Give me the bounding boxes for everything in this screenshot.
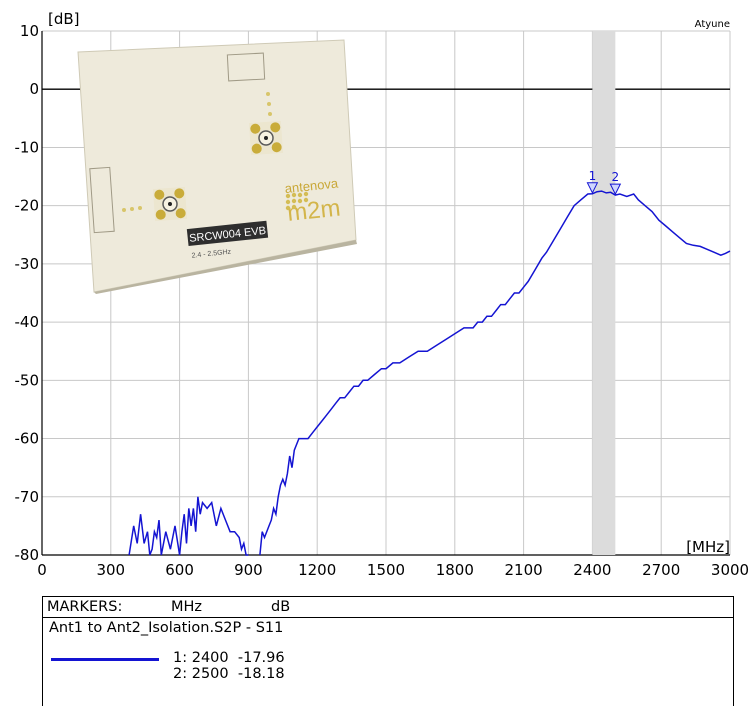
connector-left (152, 186, 188, 222)
marker-row-x: 2500 (191, 666, 229, 682)
pcb-freq-label: 2.4 - 2.5GHz (191, 249, 232, 260)
marker-row: 2: 2500 -18.18 (173, 666, 285, 682)
x-tick-label: 3000 (711, 561, 749, 579)
y-tick-label: -40 (15, 313, 40, 331)
line-chart: 0 300 600 900 1200 1500 1800 2100 2400 2700 300010… (15, 10, 750, 579)
frequency-band-highlight (592, 31, 616, 555)
series-line-segment (259, 190, 731, 556)
marker-triangle (586, 182, 599, 194)
marker-row: 1: 2400 -17.96 (173, 650, 285, 666)
markers-panel: MARKERS: MHz dB Ant1 to Ant2_Isolation.S… (42, 596, 734, 706)
markers-file-name: Ant1 to Ant2_Isolation.S2P - S11 (49, 620, 284, 636)
axis-ticks: 0 300 600 900 1200 1500 1800 2100 2400 2700 300010… (15, 22, 750, 579)
y-tick-label: 0 (29, 80, 39, 98)
marker-row-x: 2400 (191, 650, 229, 666)
x-tick-label: 300 (96, 561, 125, 579)
series-layer (128, 190, 731, 556)
x-tick-label: 900 (234, 561, 263, 579)
marker-row-id: 1: (173, 650, 188, 666)
y-tick-label: -20 (15, 197, 40, 215)
x-tick-label: 600 (165, 561, 194, 579)
y-axis-label: [dB] (48, 10, 80, 28)
y-tick-label: -30 (15, 255, 40, 273)
marker-row-y: -17.96 (237, 650, 285, 666)
marker-row-y: -18.18 (237, 666, 285, 682)
marker-label: 1 (589, 169, 597, 183)
pcb-board-image: SRCW004 EVB 2.4 - 2.5GHz antenova m2m (77, 39, 357, 294)
x-tick-label: 1500 (367, 561, 405, 579)
connector-top (248, 120, 284, 156)
marker-triangle (609, 183, 622, 196)
x-tick-label: 1800 (436, 561, 474, 579)
app-label: Atyune (695, 19, 730, 30)
y-tick-label: -80 (15, 546, 40, 564)
series-line-segment (128, 496, 249, 556)
y-tick-label: -70 (15, 488, 40, 506)
marker-row-id: 2: (173, 666, 188, 682)
x-tick-label: 0 (37, 561, 47, 579)
y-tick-label: 10 (20, 22, 39, 40)
markers-legend: 1: 2400 -17.96 2: 2500 -18.18 (43, 650, 733, 690)
y-tick-label: -10 (15, 138, 40, 156)
markers-col-mhz: MHz (171, 599, 203, 615)
markers-col-db: dB (271, 599, 291, 615)
x-tick-label: 1200 (298, 561, 336, 579)
y-tick-label: -50 (15, 371, 40, 389)
band-rect (592, 31, 616, 555)
markers-title: MARKERS: (47, 599, 123, 615)
x-tick-label: 2700 (642, 561, 680, 579)
legend-line-swatch (51, 658, 159, 661)
marker-label: 2 (612, 170, 620, 184)
markers-header: MARKERS: MHz dB (43, 597, 733, 618)
x-tick-label: 2400 (573, 561, 611, 579)
pcb-brand-top: antenova (284, 175, 340, 196)
x-axis-label: [MHz] (686, 538, 730, 556)
y-tick-label: -60 (15, 430, 40, 448)
x-tick-label: 2100 (505, 561, 543, 579)
